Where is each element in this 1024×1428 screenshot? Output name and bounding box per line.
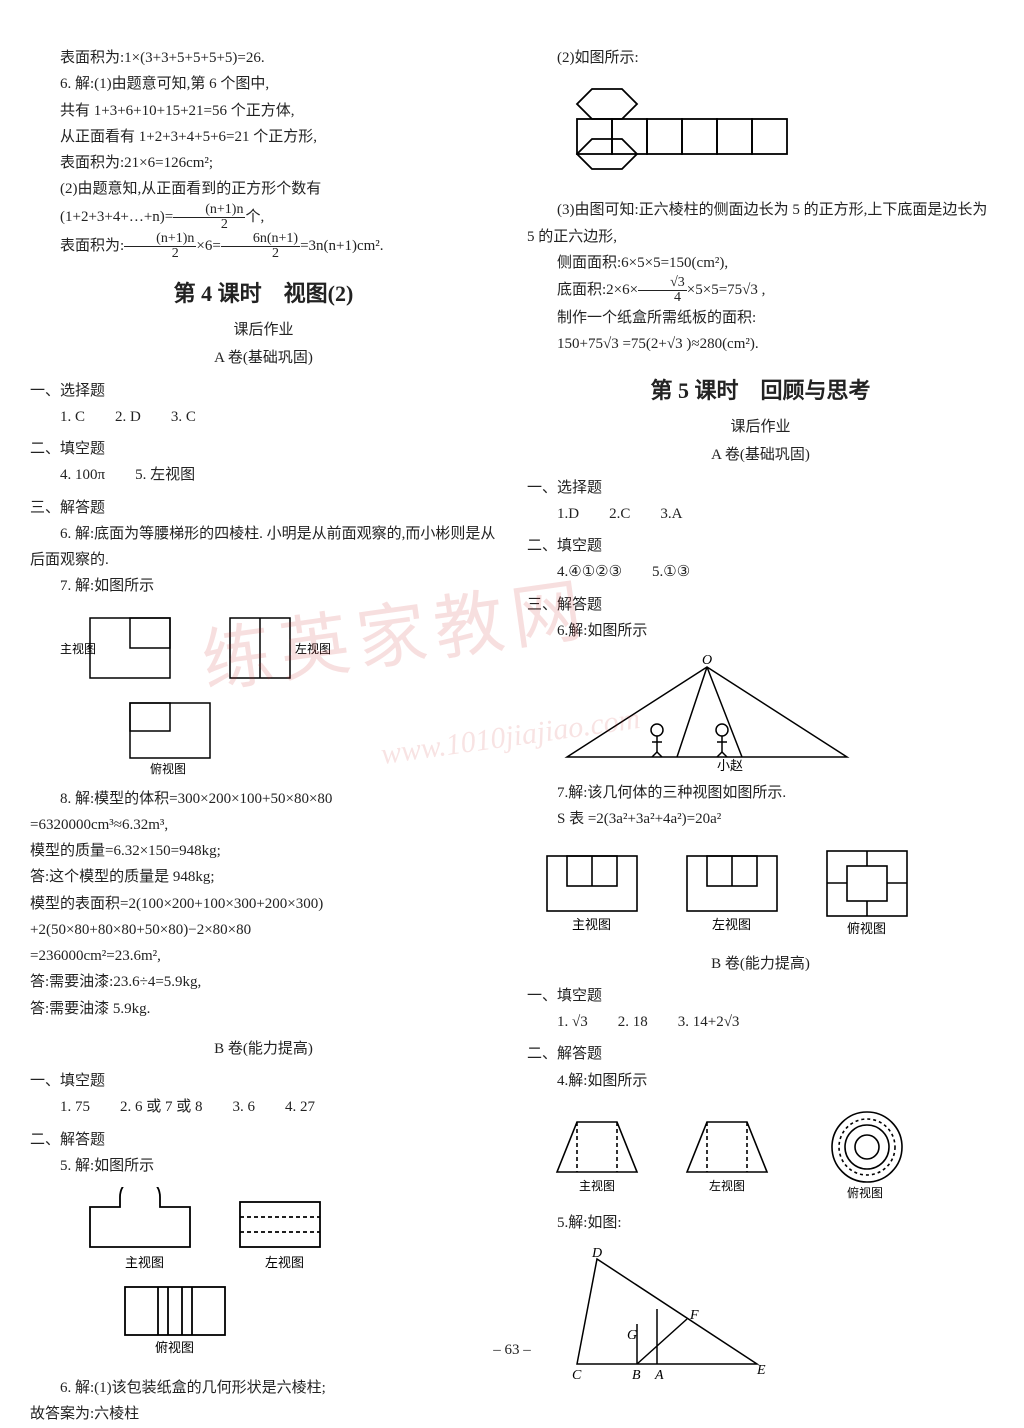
answers: 4.④①②③ 5.①③ xyxy=(527,559,994,585)
question-5: 5. 解:如图所示 xyxy=(30,1153,497,1179)
view-diagram: 主视图 左视图 俯视图 xyxy=(30,608,497,778)
svg-text:俯视图: 俯视图 xyxy=(150,761,186,776)
text-line: 侧面面积:6×5×5=150(cm²), xyxy=(527,250,994,276)
subtitle: 课后作业 xyxy=(527,414,994,440)
text-line: (2)由题意知,从正面看到的正方形个数有 xyxy=(30,176,497,202)
section-heading: 二、解答题 xyxy=(30,1127,497,1153)
view-diagram-b5: 主视图 左视图 俯视图 xyxy=(30,1187,497,1367)
question-6b: 6. 解:(1)该包装纸盒的几何形状是六棱柱; xyxy=(30,1375,497,1401)
svg-text:左视图: 左视图 xyxy=(295,641,331,656)
text-line: (3)由图可知:正六棱柱的侧面边长为 5 的正方形,上下底面是边长为 5 的正六… xyxy=(527,197,994,250)
hexagon-net xyxy=(527,79,994,189)
section-heading: 二、填空题 xyxy=(30,436,497,462)
svg-text:G: G xyxy=(627,1328,637,1343)
question-6r: 6.解:如图所示 xyxy=(527,618,994,644)
svg-text:左视图: 左视图 xyxy=(712,917,751,932)
text-line: =236000cm²=23.6m², xyxy=(30,943,497,969)
svg-text:E: E xyxy=(756,1363,766,1378)
part-b-title: B 卷(能力提高) xyxy=(527,951,994,977)
lesson4-title: 第 4 课时 视图(2) xyxy=(30,275,497,314)
answers: 1. √3 2. 18 3. 14+2√3 xyxy=(527,1009,994,1035)
text-line: 答:这个模型的质量是 948kg; xyxy=(30,864,497,890)
left-column: 表面积为:1×(3+3+5+5+5+5)=26. 6. 解:(1)由题意可知,第… xyxy=(30,45,497,1428)
text-line: (2)如图所示: xyxy=(527,45,994,71)
svg-text:O: O xyxy=(702,653,712,668)
svg-text:D: D xyxy=(591,1246,602,1261)
text-line: 表面积为:21×6=126cm²; xyxy=(30,150,497,176)
section-heading: 一、选择题 xyxy=(30,378,497,404)
section-heading: 二、填空题 xyxy=(527,533,994,559)
answers: 4. 100π 5. 左视图 xyxy=(30,462,497,488)
text-line: 答:需要油漆 5.9kg. xyxy=(30,996,497,1022)
text-line: 模型的表面积=2(100×200+100×300+200×300) xyxy=(30,891,497,917)
subtitle: A 卷(基础巩固) xyxy=(30,345,497,371)
answers: 1. C 2. D 3. C xyxy=(30,404,497,430)
formula: 底面积:2×6×√34×5×5=75√3 , xyxy=(527,276,994,305)
text-line: 模型的质量=6.32×150=948kg; xyxy=(30,838,497,864)
triangle-shadow: O 小赵 xyxy=(527,652,994,772)
section-heading: 一、选择题 xyxy=(527,475,994,501)
text-line: 答:需要油漆:23.6÷4=5.9kg, xyxy=(30,969,497,995)
question-7: 7. 解:如图所示 xyxy=(30,573,497,599)
subtitle: A 卷(基础巩固) xyxy=(527,442,994,468)
page-number: – 63 – xyxy=(0,1342,1024,1359)
text-line: 6. 解:(1)由题意可知,第 6 个图中, xyxy=(30,71,497,97)
formula: (1+2+3+4+…+n)=(n+1)n2个, xyxy=(30,203,497,232)
text-line: =6320000cm³≈6.32m³, xyxy=(30,812,497,838)
three-views: 主视图 左视图 俯视图 xyxy=(527,841,994,941)
text-line: 故答案为:六棱柱 xyxy=(30,1401,497,1427)
question-6: 6. 解:底面为等腰梯形的四棱柱. 小明是从前面观察的,而小彬则是从后面观察的. xyxy=(30,521,497,574)
svg-text:左视图: 左视图 xyxy=(709,1178,745,1193)
section-heading: 一、填空题 xyxy=(527,983,994,1009)
part-b-title: B 卷(能力提高) xyxy=(30,1036,497,1062)
svg-text:俯视图: 俯视图 xyxy=(847,921,886,936)
text-line: 8. 解:模型的体积=300×200×100+50×80×80 xyxy=(30,786,497,812)
section-heading: 一、填空题 xyxy=(30,1068,497,1094)
triangle-dgf: D F G C B A E xyxy=(527,1244,994,1384)
svg-text:左视图: 左视图 xyxy=(265,1255,304,1270)
text-line: 制作一个纸盒所需纸板的面积: xyxy=(527,305,994,331)
lesson5-title: 第 5 课时 回顾与思考 xyxy=(527,372,994,411)
text-line: 从正面看有 1+2+3+4+5+6=21 个正方形, xyxy=(30,124,497,150)
subtitle: 课后作业 xyxy=(30,317,497,343)
text-line: 共有 1+3+6+10+15+21=56 个正方体, xyxy=(30,98,497,124)
three-views-b4: 主视图 左视图 俯视图 xyxy=(527,1102,994,1202)
formula: 表面积为:(n+1)n2×6=6n(n+1)2=3n(n+1)cm². xyxy=(30,232,497,261)
question-5r: 5.解:如图: xyxy=(527,1210,994,1236)
text-line: +2(50×80+80×80+50×80)−2×80×80 xyxy=(30,917,497,943)
answers: 1. 75 2. 6 或 7 或 8 3. 6 4. 27 xyxy=(30,1094,497,1120)
svg-text:F: F xyxy=(689,1308,699,1323)
svg-text:俯视图: 俯视图 xyxy=(847,1185,883,1200)
text-line: S 表 =2(3a²+3a²+4a²)=20a² xyxy=(527,806,994,832)
svg-text:主视图: 主视图 xyxy=(60,641,96,656)
svg-text:主视图: 主视图 xyxy=(125,1255,164,1270)
svg-text:主视图: 主视图 xyxy=(579,1178,615,1193)
text-line: 150+75√3 =75(2+√3 )≈280(cm²). xyxy=(527,331,994,357)
section-heading: 三、解答题 xyxy=(30,495,497,521)
question-7r: 7.解:该几何体的三种视图如图所示. xyxy=(527,780,994,806)
answers: 1.D 2.C 3.A xyxy=(527,501,994,527)
text-line: 表面积为:1×(3+3+5+5+5+5)=26. xyxy=(30,45,497,71)
section-heading: 三、解答题 xyxy=(527,592,994,618)
svg-text:主视图: 主视图 xyxy=(572,917,611,932)
right-column: (2)如图所示: (3)由图可知:正六棱柱的侧面边长为 5 的正方形,上下底面是… xyxy=(527,45,994,1428)
svg-text:小赵: 小赵 xyxy=(717,758,743,772)
section-heading: 二、解答题 xyxy=(527,1041,994,1067)
question-4r: 4.解:如图所示 xyxy=(527,1068,994,1094)
